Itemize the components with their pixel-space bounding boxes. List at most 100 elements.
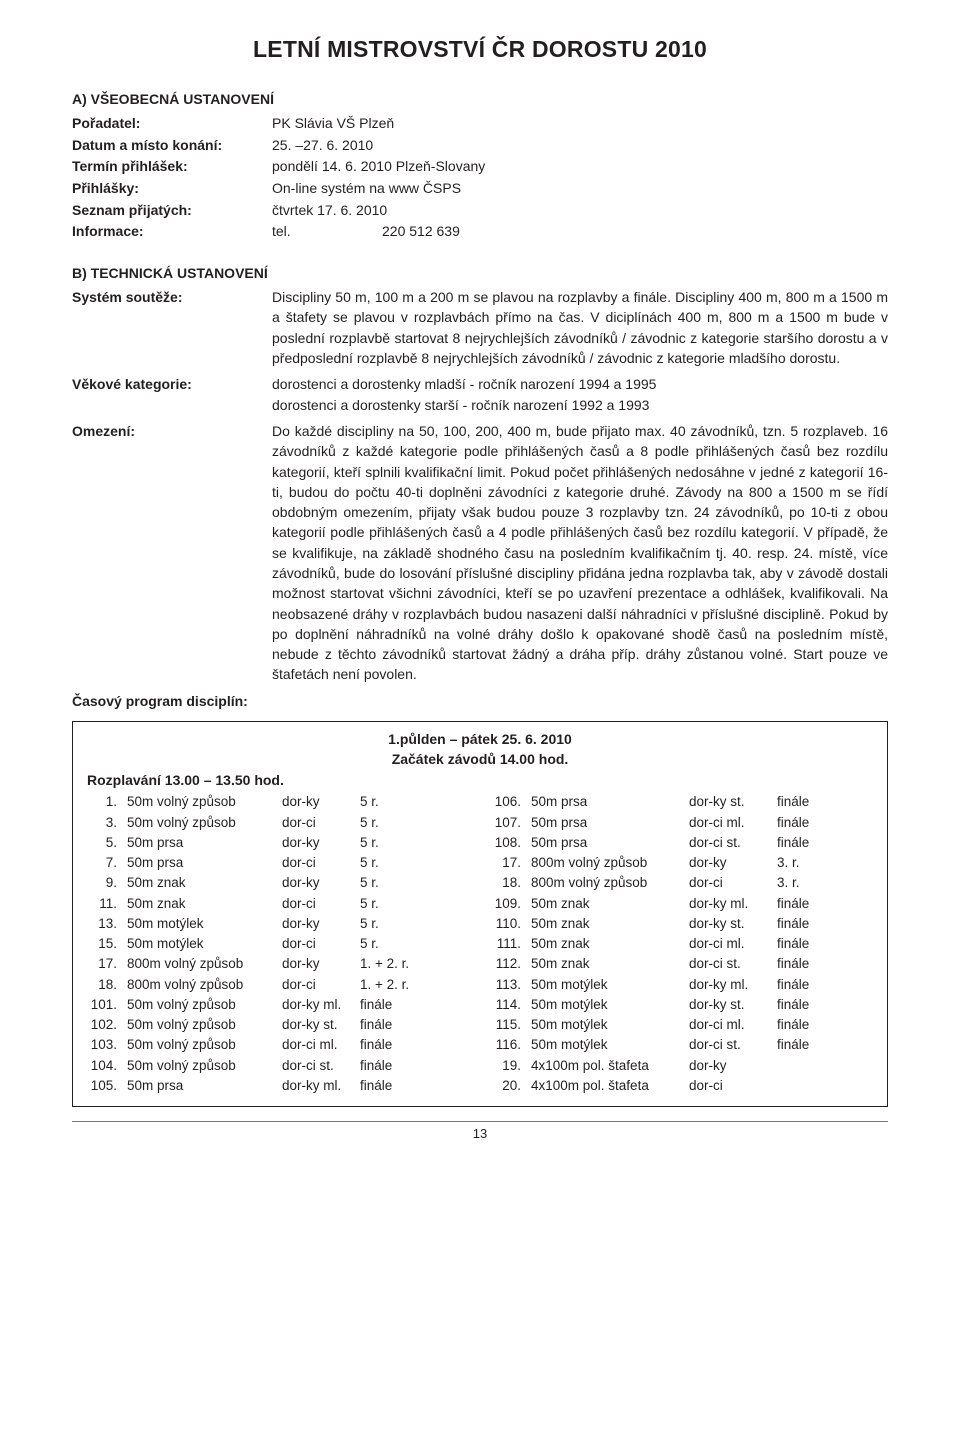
- event-round: finále: [360, 1076, 440, 1096]
- event-round: finále: [360, 995, 440, 1015]
- event-name: 50m prsa: [531, 792, 689, 812]
- schedule-row: 111.50m znakdor-ci ml.finále: [491, 934, 873, 954]
- schedule-row: 102.50m volný způsobdor-ky st.finále: [87, 1015, 469, 1035]
- para-row: Věkové kategorie:dorostenci a dorostenky…: [72, 374, 888, 415]
- event-category: dor-ci: [282, 894, 360, 914]
- schedule-row: 104.50m volný způsobdor-ci st.finále: [87, 1056, 469, 1076]
- schedule-row: 103.50m volný způsobdor-ci ml.finále: [87, 1035, 469, 1055]
- event-number: 109.: [491, 894, 531, 914]
- event-number: 116.: [491, 1035, 531, 1055]
- event-category: dor-ky: [689, 1056, 777, 1076]
- info-tel-label: tel.: [272, 221, 382, 243]
- event-number: 9.: [87, 873, 127, 893]
- event-number: 13.: [87, 914, 127, 934]
- schedule-columns: 1.50m volný způsobdor-ky5 r.3.50m volný …: [87, 792, 873, 1096]
- schedule-row: 107.50m prsador-ci ml.finále: [491, 813, 873, 833]
- event-name: 50m volný způsob: [127, 1015, 282, 1035]
- event-name: 50m motýlek: [127, 934, 282, 954]
- event-round: finále: [777, 813, 835, 833]
- event-name: 50m volný způsob: [127, 792, 282, 812]
- kv-label: Seznam přijatých:: [72, 200, 272, 222]
- schedule-row: 19.4x100m pol. štafetador-ky: [491, 1056, 873, 1076]
- schedule-row: 20.4x100m pol. štafetador-ci: [491, 1076, 873, 1096]
- page-number: 13: [72, 1121, 888, 1141]
- schedule-row: 110.50m znakdor-ky st.finále: [491, 914, 873, 934]
- event-round: 5 r.: [360, 833, 440, 853]
- kv-value: 25. –27. 6. 2010: [272, 135, 888, 157]
- event-number: 7.: [87, 853, 127, 873]
- event-name: 800m volný způsob: [127, 954, 282, 974]
- schedule-row: 5.50m prsador-ky5 r.: [87, 833, 469, 853]
- event-category: dor-ci: [282, 934, 360, 954]
- event-round: 5 r.: [360, 853, 440, 873]
- event-round: finále: [777, 914, 835, 934]
- event-number: 110.: [491, 914, 531, 934]
- para-label: Omezení:: [72, 421, 272, 685]
- event-name: 50m volný způsob: [127, 813, 282, 833]
- schedule-row: 116.50m motýlekdor-ci st.finále: [491, 1035, 873, 1055]
- kv-value: On-line systém na www ČSPS: [272, 178, 888, 200]
- event-round: 5 r.: [360, 914, 440, 934]
- event-round: finále: [777, 1015, 835, 1035]
- schedule-label-row: Časový program disciplín:: [72, 691, 888, 711]
- section-a-heading: A) VŠEOBECNÁ USTANOVENÍ: [72, 91, 888, 107]
- event-round: 5 r.: [360, 894, 440, 914]
- event-number: 111.: [491, 934, 531, 954]
- schedule-row: 17.800m volný způsobdor-ky1. + 2. r.: [87, 954, 469, 974]
- event-category: dor-ci: [689, 873, 777, 893]
- para-row: Systém soutěže:Discipliny 50 m, 100 m a …: [72, 287, 888, 368]
- event-number: 102.: [87, 1015, 127, 1035]
- event-name: 50m prsa: [127, 853, 282, 873]
- schedule-row: 101.50m volný způsobdor-ky ml.finále: [87, 995, 469, 1015]
- schedule-row: 114.50m motýlekdor-ky st.finále: [491, 995, 873, 1015]
- event-number: 106.: [491, 792, 531, 812]
- schedule-start-time: Začátek závodů 14.00 hod.: [87, 750, 873, 770]
- section-b-paragraphs: Systém soutěže:Discipliny 50 m, 100 m a …: [72, 287, 888, 685]
- event-name: 50m volný způsob: [127, 995, 282, 1015]
- schedule-block: 1.půlden – pátek 25. 6. 2010 Začátek záv…: [72, 721, 888, 1107]
- info-label: Informace:: [72, 221, 272, 243]
- event-number: 20.: [491, 1076, 531, 1096]
- event-name: 4x100m pol. štafeta: [531, 1056, 689, 1076]
- kv-row: Seznam přijatých:čtvrtek 17. 6. 2010: [72, 200, 888, 222]
- event-category: dor-ci ml.: [689, 934, 777, 954]
- event-category: dor-ci ml.: [282, 1035, 360, 1055]
- event-name: 50m znak: [127, 894, 282, 914]
- event-name: 50m znak: [531, 954, 689, 974]
- event-number: 19.: [491, 1056, 531, 1076]
- event-round: 1. + 2. r.: [360, 954, 440, 974]
- event-category: dor-ky: [282, 873, 360, 893]
- event-category: dor-ci: [689, 1076, 777, 1096]
- section-b-heading: B) TECHNICKÁ USTANOVENÍ: [72, 265, 888, 281]
- event-number: 17.: [87, 954, 127, 974]
- kv-value: čtvrtek 17. 6. 2010: [272, 200, 888, 222]
- schedule-row: 18.800m volný způsobdor-ci3. r.: [491, 873, 873, 893]
- para-text: dorostenci a dorostenky mladší - ročník …: [272, 374, 888, 415]
- event-round: finále: [360, 1056, 440, 1076]
- event-category: dor-ky st.: [689, 995, 777, 1015]
- event-round: [777, 1056, 835, 1076]
- event-category: dor-ci: [282, 853, 360, 873]
- schedule-day-title: 1.půlden – pátek 25. 6. 2010: [87, 730, 873, 750]
- event-name: 50m volný způsob: [127, 1035, 282, 1055]
- kv-label: Datum a místo konání:: [72, 135, 272, 157]
- event-number: 18.: [491, 873, 531, 893]
- event-number: 17.: [491, 853, 531, 873]
- event-category: dor-ky: [282, 792, 360, 812]
- event-round: finále: [777, 954, 835, 974]
- para-label: Věkové kategorie:: [72, 374, 272, 415]
- event-number: 115.: [491, 1015, 531, 1035]
- event-round: [777, 1076, 835, 1096]
- event-name: 50m motýlek: [531, 975, 689, 995]
- event-round: finále: [777, 1035, 835, 1055]
- schedule-row: 9.50m znakdor-ky5 r.: [87, 873, 469, 893]
- kv-value: PK Slávia VŠ Plzeň: [272, 113, 888, 135]
- para-row: Omezení:Do každé discipliny na 50, 100, …: [72, 421, 888, 685]
- event-category: dor-ky: [282, 833, 360, 853]
- event-category: dor-ky ml.: [689, 894, 777, 914]
- event-category: dor-ci ml.: [689, 813, 777, 833]
- para-text: Discipliny 50 m, 100 m a 200 m se plavou…: [272, 287, 888, 368]
- info-tel-number: 220 512 639: [382, 221, 888, 243]
- event-name: 800m volný způsob: [531, 853, 689, 873]
- schedule-row: 7.50m prsador-ci5 r.: [87, 853, 469, 873]
